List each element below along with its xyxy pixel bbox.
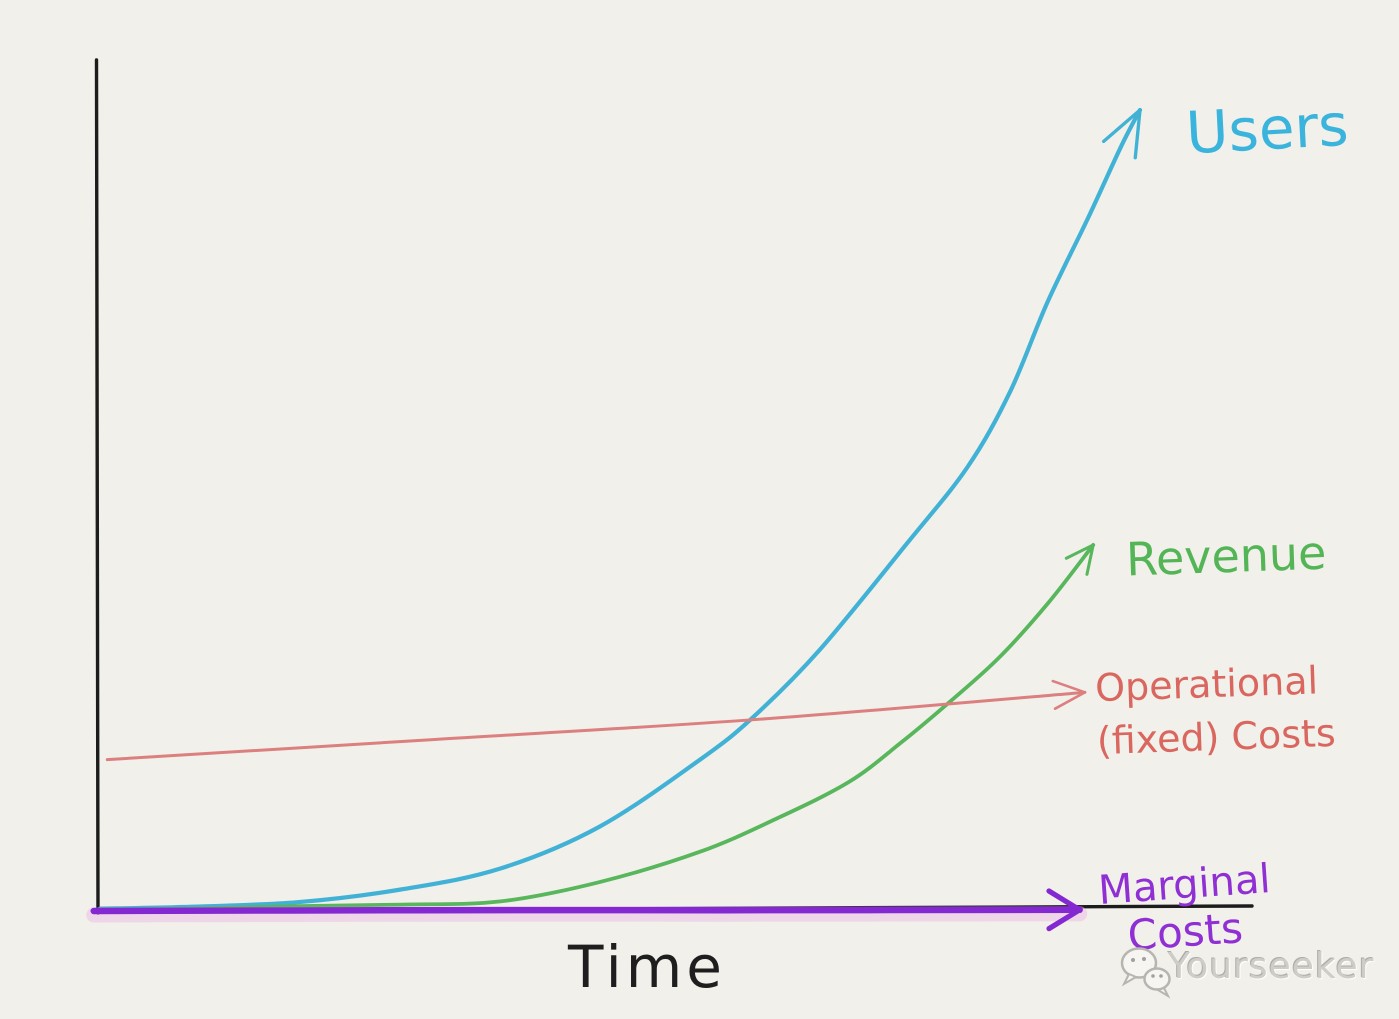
operational-costs-series-label: Operational (fixed) Costs: [1094, 654, 1336, 769]
watermark-brand-text: Yourseeker: [1168, 946, 1375, 987]
operational-costs-label-line2: (fixed) Costs: [1096, 711, 1337, 764]
x-axis-label: Time: [568, 933, 726, 1001]
operational-costs-label-line1: Operational: [1094, 658, 1319, 711]
users-series-label: Users: [1184, 90, 1351, 168]
wechat-speech-bubbles-icon: [1120, 947, 1171, 999]
revenue-series-label: Revenue: [1125, 525, 1328, 587]
